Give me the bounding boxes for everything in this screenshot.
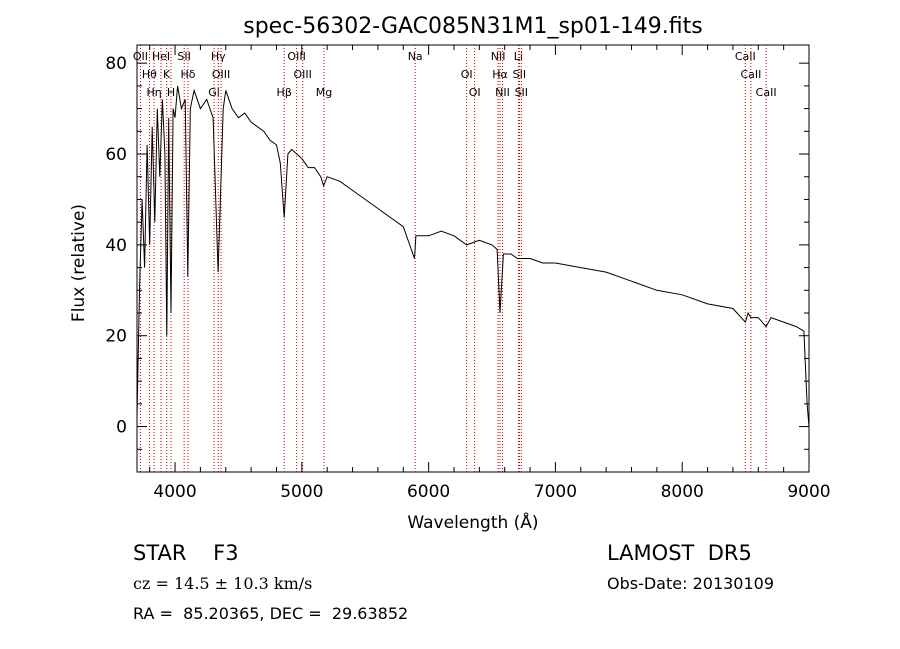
line-label: NII (495, 86, 510, 99)
x-tick-label: 8000 (661, 482, 704, 502)
x-tick-label: 4000 (153, 482, 196, 502)
x-tick-label: 7000 (534, 482, 577, 502)
line-label: Hγ (211, 50, 226, 63)
redshift-velocity: cz = 14.5 ± 10.3 km/s (133, 574, 313, 593)
line-label: Gl (208, 86, 220, 99)
y-axis-label: Flux (relative) (69, 204, 89, 322)
x-axis-label: Wavelength (Å) (407, 511, 538, 533)
line-label: SII (513, 68, 526, 81)
object-class: STAR F3 (133, 541, 239, 565)
line-label: Hβ (277, 86, 292, 99)
line-label: CaII (756, 86, 777, 99)
y-tick-label: 40 (105, 236, 127, 256)
line-label: OII (133, 50, 148, 63)
y-tick-label: 20 (105, 327, 127, 347)
line-label: H (167, 86, 175, 99)
line-label: OIII (287, 50, 305, 63)
line-label: OIII (294, 68, 312, 81)
axes: 4000 5000 6000 7000 8000 9000 0 20 40 60 80 (105, 45, 831, 502)
y-tick-label: 80 (105, 54, 127, 74)
line-label: OIII (212, 68, 230, 81)
plot-frame (136, 44, 810, 473)
survey-name: LAMOST DR5 (607, 541, 752, 565)
coordinates: RA = 85.20365, DEC = 29.63852 (133, 604, 409, 623)
chart-title: spec-56302-GAC085N31M1_sp01-149.fits (243, 14, 703, 39)
line-label: Mg (316, 86, 332, 99)
line-label: OI (469, 86, 481, 99)
line-label: Hη (146, 86, 161, 99)
spectral-line-markers: OIIHθHηHeIKHSIIHδGlHγOIIIHβOIIIOIIIMgNaO… (133, 45, 777, 472)
line-label: Hθ (142, 68, 157, 81)
x-tick-label: 9000 (787, 482, 830, 502)
line-label: Hδ (180, 68, 195, 81)
line-label: SII (177, 50, 190, 63)
y-tick-label: 0 (116, 418, 127, 438)
line-label: CaII (735, 50, 756, 63)
line-label: Hα (492, 68, 508, 81)
observation-date: Obs-Date: 20130109 (607, 574, 775, 593)
line-label: HeI (152, 50, 170, 63)
line-label: Li (514, 50, 523, 63)
x-tick-label: 5000 (280, 482, 323, 502)
spectrum-line (136, 85, 810, 427)
line-label: NII (491, 50, 506, 63)
line-label: CaII (740, 68, 761, 81)
line-label: K (163, 68, 171, 81)
line-label: SII (515, 86, 528, 99)
y-tick-label: 60 (105, 145, 127, 165)
x-tick-label: 6000 (407, 482, 450, 502)
line-label: OI (461, 68, 473, 81)
line-label: Na (408, 50, 423, 63)
